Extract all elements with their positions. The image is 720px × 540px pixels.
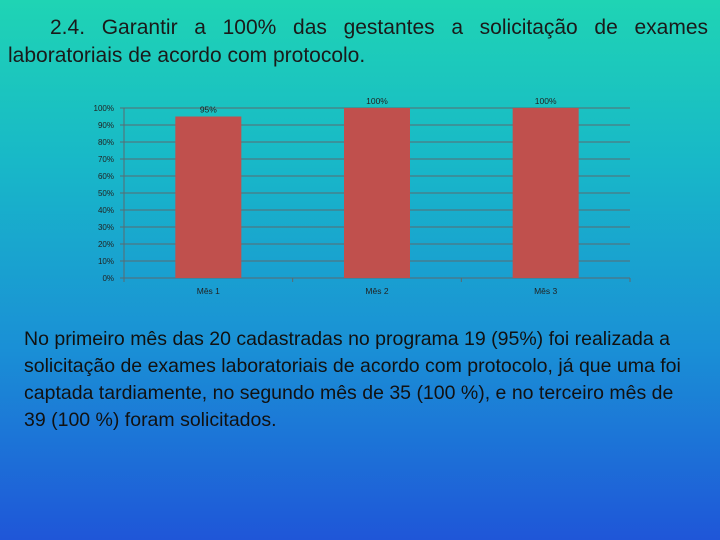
- x-tick-label: Mês 2: [365, 286, 388, 296]
- y-tick-label: 60%: [98, 172, 114, 181]
- y-tick-label: 20%: [98, 240, 114, 249]
- x-tick-label: Mês 1: [197, 286, 220, 296]
- y-tick-label: 40%: [98, 206, 114, 215]
- y-tick-label: 100%: [94, 104, 114, 113]
- bar: [344, 108, 410, 278]
- y-tick-label: 80%: [98, 138, 114, 147]
- data-label: 100%: [535, 96, 557, 106]
- y-axis-tick-labels: 0% 10% 20% 30% 40% 50% 60% 70% 80% 90% 100%: [94, 104, 114, 283]
- x-tick-label: Mês 3: [534, 286, 557, 296]
- slide-title: 2.4. Garantir a 100% das gestantes a sol…: [8, 16, 708, 67]
- x-axis-tick-labels: Mês 1 Mês 2 Mês 3: [197, 286, 558, 296]
- data-label: 95%: [200, 105, 217, 115]
- y-tick-label: 0%: [102, 274, 114, 283]
- chart-bars: [175, 108, 579, 278]
- y-tick-label: 70%: [98, 155, 114, 164]
- y-tick-label: 50%: [98, 189, 114, 198]
- y-tick-label: 90%: [98, 121, 114, 130]
- bar: [175, 116, 242, 278]
- y-tick-label: 30%: [98, 223, 114, 232]
- bar: [512, 108, 579, 278]
- data-labels: 95% 100% 100%: [200, 96, 557, 115]
- y-tick-label: 10%: [98, 257, 114, 266]
- data-label: 100%: [366, 96, 388, 106]
- slide-body-text: No primeiro mês das 20 cadastradas no pr…: [24, 328, 681, 431]
